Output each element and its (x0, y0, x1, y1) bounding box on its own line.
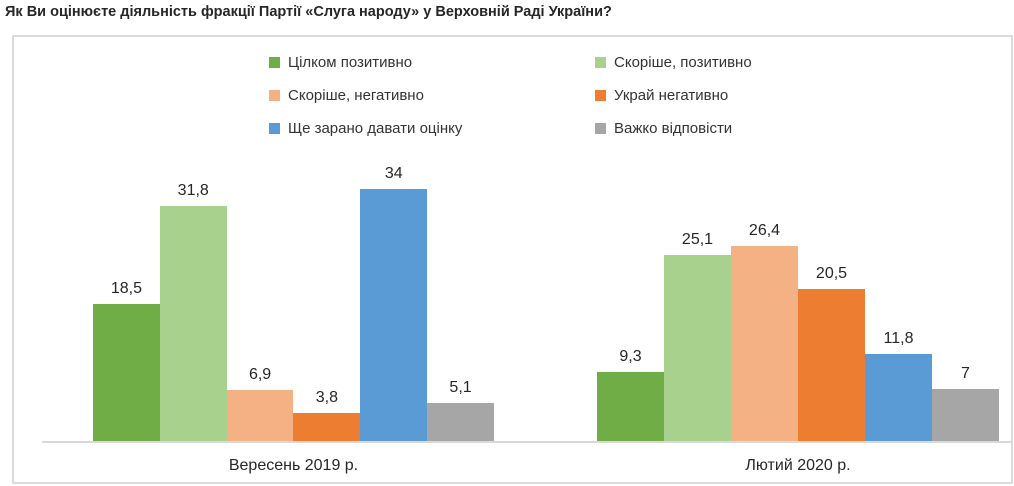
bar-hard-to-answer-feb-2020: 7 (932, 365, 999, 441)
bar-too-early-to-assess-sep-2019: 34 (360, 165, 428, 441)
legend-item-hard-to-answer: Важко відповісти (595, 120, 752, 137)
bar-too-early-to-assess-feb-2020: 11,8 (865, 330, 932, 441)
legend-item-rather-negative: Скоріше, негативно (269, 87, 595, 104)
bar-value-label-hard-to-answer-feb-2020: 7 (961, 365, 970, 382)
legend-swatch-extremely-negative (595, 90, 606, 101)
bar-fully-positive-sep-2019: 18,5 (93, 280, 160, 441)
bar-extremely-negative-feb-2020: 20,5 (798, 265, 865, 441)
legend-item-fully-positive: Цілком позитивно (269, 54, 595, 71)
bar-extremely-negative-sep-2019: 3,8 (293, 389, 361, 441)
bar-value-label-too-early-to-assess-feb-2020: 11,8 (883, 330, 914, 347)
legend-swatch-fully-positive (269, 57, 280, 68)
chart-legend: Цілком позитивно Скоріше, позитивно Скоріш… (269, 54, 752, 137)
bar-value-label-fully-positive-feb-2020: 9,3 (619, 348, 642, 365)
bar-value-label-fully-positive-sep-2019: 18,5 (110, 280, 142, 297)
legend-item-rather-positive: Скоріше, позитивно (595, 54, 752, 71)
chart-title: Як Ви оцінюєте діяльність фракції Партії… (5, 4, 612, 20)
legend-label-extremely-negative: Украй негативно (614, 87, 729, 104)
bar-rather-positive-sep-2019: 31,8 (159, 182, 227, 441)
bar-rather-negative-feb-2020: 26,4 (731, 222, 798, 441)
bar-value-label-extremely-negative-sep-2019: 3,8 (315, 389, 339, 406)
bar-hard-to-answer-sep-2019: 5,1 (427, 379, 494, 441)
legend-label-rather-negative: Скоріше, негативно (288, 87, 424, 104)
legend-item-too-early-to-assess: Ще зарано давати оцінку (269, 120, 595, 137)
bar-rather-negative-sep-2019: 6,9 (226, 366, 294, 441)
bar-value-label-rather-positive-sep-2019: 31,8 (177, 182, 209, 199)
category-label-sep-2019: Вересень 2019 р. (228, 457, 359, 474)
bar-value-label-extremely-negative-feb-2020: 20,5 (815, 265, 848, 282)
legend-label-hard-to-answer: Важко відповісти (614, 120, 733, 137)
bar-fully-positive-feb-2020: 9,3 (597, 348, 664, 441)
legend-swatch-hard-to-answer (595, 123, 606, 134)
legend-label-fully-positive: Цілком позитивно (288, 54, 413, 71)
bar-rather-positive-feb-2020: 25,1 (664, 231, 731, 441)
legend-swatch-rather-negative (269, 90, 280, 101)
legend-item-extremely-negative: Украй негативно (595, 87, 752, 104)
chart-frame: Цілком позитивно Скоріше, позитивно Скоріш… (12, 35, 1013, 484)
legend-swatch-too-early-to-assess (269, 123, 280, 134)
bar-value-label-rather-negative-feb-2020: 26,4 (748, 222, 781, 239)
legend-swatch-rather-positive (595, 57, 606, 68)
bar-value-label-rather-positive-feb-2020: 25,1 (681, 231, 714, 248)
bar-value-label-rather-negative-sep-2019: 6,9 (248, 366, 272, 383)
bar-group-feb-2020: 9,3 25,1 26,4 20,5 11,8 7 (597, 222, 999, 441)
legend-label-too-early-to-assess: Ще зарано давати оцінку (288, 120, 463, 137)
plot-area: 18,5 31,8 6,9 3,8 34 5,1 Вересень 2019 р. 9,3 25… (14, 37, 1011, 482)
bar-value-label-too-early-to-assess-sep-2019: 34 (384, 165, 403, 182)
bar-value-label-hard-to-answer-sep-2019: 5,1 (449, 379, 472, 396)
category-label-feb-2020: Лютий 2020 р. (745, 457, 851, 474)
legend-label-rather-positive: Скоріше, позитивно (614, 54, 752, 71)
x-axis-line (42, 441, 1011, 443)
bar-group-sep-2019: 18,5 31,8 6,9 3,8 34 5,1 (93, 165, 494, 441)
